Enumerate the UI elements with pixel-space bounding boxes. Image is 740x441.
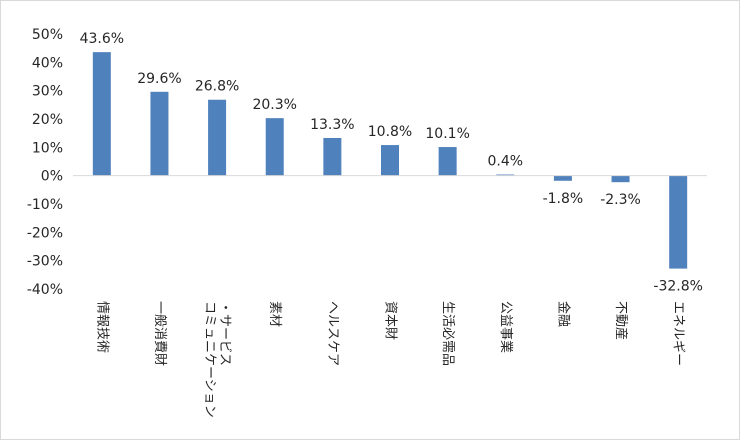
data-label: -32.8%	[653, 279, 703, 295]
y-tick-label: 50%	[32, 27, 63, 43]
category-label: 不動産	[613, 301, 629, 340]
y-tick-label: 0%	[41, 169, 63, 185]
y-axis-ticks: 50% 40% 30% 20% 10% 0% -10% -20% -30% -40%	[27, 27, 63, 298]
category-label: 公益事業	[498, 301, 514, 353]
y-tick-label: -20%	[27, 225, 63, 241]
category-label: ヘルスケア	[325, 301, 340, 366]
category-label: 生活必需品	[440, 301, 455, 366]
data-label: 13.3%	[310, 117, 354, 133]
category-label: ・サービス	[217, 301, 232, 366]
data-label: -1.8%	[543, 191, 584, 207]
bar	[92, 52, 111, 176]
category-label: 金融	[555, 301, 571, 327]
bars	[92, 52, 688, 269]
data-label: -2.3%	[600, 192, 641, 208]
data-label: 20.3%	[252, 97, 296, 113]
bar	[496, 174, 515, 176]
category-label: 資本財	[383, 301, 398, 340]
data-label: 10.1%	[425, 126, 469, 142]
bar	[265, 118, 284, 176]
y-tick-label: 10%	[32, 140, 63, 156]
bar	[669, 175, 688, 269]
y-tick-label: 40%	[32, 55, 63, 71]
data-label: 0.4%	[487, 154, 523, 170]
data-label: 29.6%	[137, 71, 181, 87]
data-label: 26.8%	[195, 79, 239, 95]
bar	[323, 137, 342, 176]
bar	[150, 91, 169, 176]
data-label: 10.8%	[368, 124, 412, 140]
bar	[381, 145, 399, 176]
category-label: 一般消費財	[152, 301, 168, 366]
y-tick-label: -40%	[27, 282, 63, 298]
category-label: 情報技術	[94, 301, 109, 353]
data-labels: 43.6% 29.6% 26.8% 20.3% 13.3% 10.8% 10.1% 0.4% -…	[80, 31, 703, 294]
data-label: 43.6%	[80, 31, 124, 47]
category-label: コミュニケーション	[202, 301, 217, 418]
y-tick-label: 30%	[32, 84, 63, 100]
bar	[611, 175, 630, 183]
bar	[208, 99, 227, 176]
y-tick-label: -30%	[27, 254, 63, 270]
category-label: 素材	[267, 301, 282, 327]
y-tick-label: -10%	[27, 197, 63, 213]
category-label: エネルギー	[671, 301, 686, 366]
bar	[553, 175, 572, 181]
bar	[438, 147, 457, 176]
y-tick-label: 20%	[32, 112, 63, 128]
